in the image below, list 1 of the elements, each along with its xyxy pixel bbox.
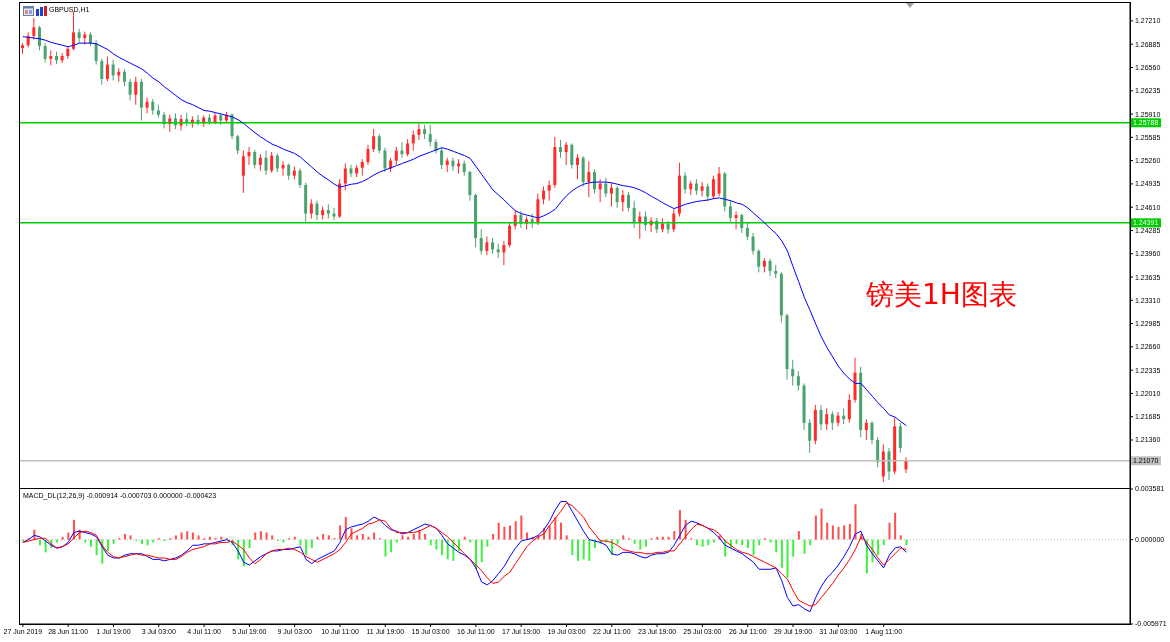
annotation: 镑美1H图表 — [866, 278, 1017, 311]
